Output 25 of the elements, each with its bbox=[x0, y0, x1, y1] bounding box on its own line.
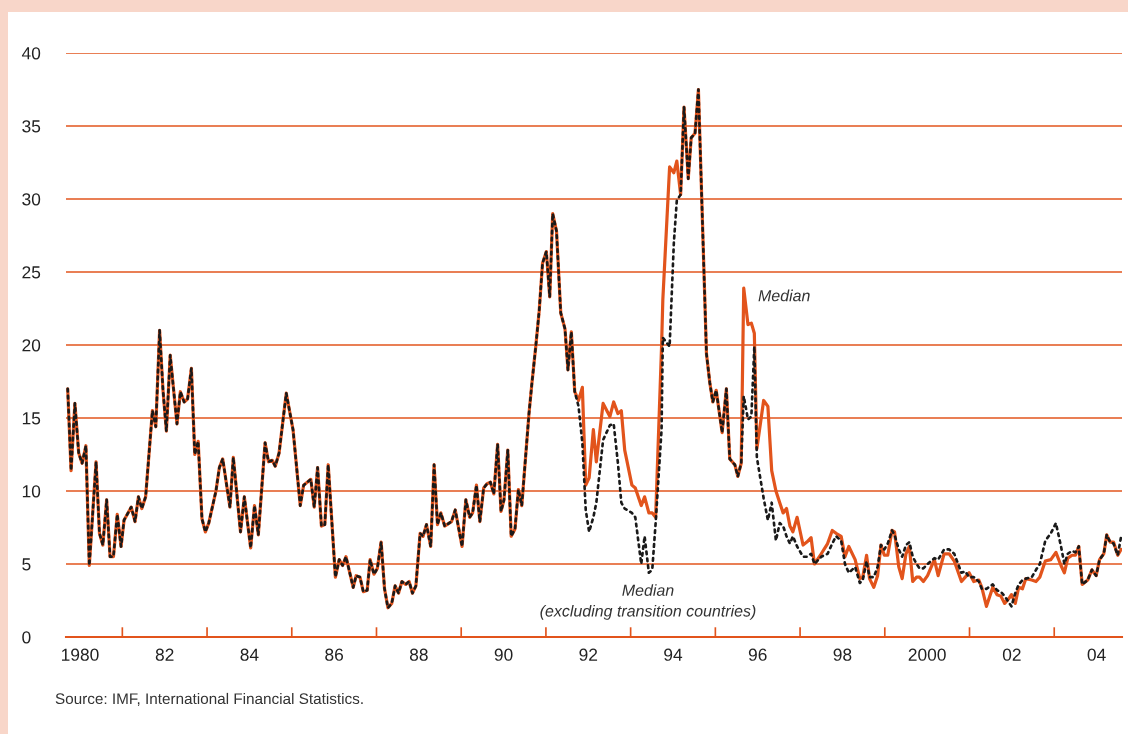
x-tick-label: 2000 bbox=[908, 648, 946, 661]
x-tick-label: 94 bbox=[664, 648, 683, 661]
source-note: Source: IMF, International Financial Statistics. bbox=[55, 692, 363, 706]
y-tick-label: 40 bbox=[21, 47, 41, 60]
x-tick-label: 04 bbox=[1087, 648, 1106, 661]
y-tick-label: 5 bbox=[22, 558, 31, 571]
y-tick-label: 30 bbox=[22, 193, 41, 206]
x-tick-label: 98 bbox=[833, 648, 852, 661]
x-tick-label: 96 bbox=[748, 648, 767, 661]
x-tick-label: 1980 bbox=[61, 648, 99, 661]
y-tick-label: 10 bbox=[22, 485, 41, 498]
series-label: Median bbox=[758, 289, 810, 302]
y-tick-label: 20 bbox=[22, 339, 41, 352]
y-tick-label: 15 bbox=[22, 412, 41, 425]
x-tick-label: 02 bbox=[1002, 648, 1021, 661]
x-tick-label: 82 bbox=[155, 648, 174, 661]
x-tick-label: 88 bbox=[409, 648, 428, 661]
x-tick-label: 84 bbox=[240, 648, 259, 661]
x-tick-label: 92 bbox=[579, 648, 598, 661]
x-tick-label: 90 bbox=[494, 648, 513, 661]
y-tick-label: 35 bbox=[22, 120, 41, 133]
series-label: Median (excluding transition countries) bbox=[540, 584, 756, 620]
x-tick-label: 86 bbox=[325, 648, 344, 661]
y-tick-label: 25 bbox=[22, 266, 41, 279]
y-tick-label: 0 bbox=[22, 631, 31, 644]
